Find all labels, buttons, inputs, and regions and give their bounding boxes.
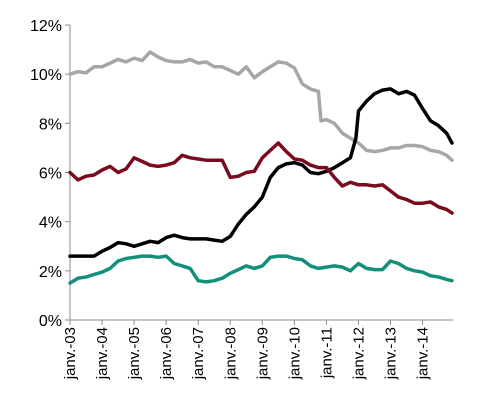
- x-tick-label: janv.-05: [126, 327, 143, 380]
- y-tick-label: 8%: [39, 116, 62, 133]
- series-layer: [68, 50, 454, 285]
- y-tick-label: 6%: [39, 166, 62, 183]
- y-tick-label: 4%: [39, 215, 62, 232]
- y-tick-label: 0%: [39, 313, 62, 330]
- x-tick-label: janv.-14: [415, 327, 432, 380]
- series-line-3: [68, 141, 454, 215]
- series-line-1: [68, 50, 454, 162]
- x-tick-label: janv.-07: [190, 327, 207, 380]
- x-tick-label: janv.-10: [286, 327, 303, 380]
- x-tick-label: janv.-12: [350, 327, 367, 380]
- y-tick-label: 12%: [30, 18, 62, 35]
- x-tick-label: janv.-11: [318, 327, 335, 379]
- series-line-4: [68, 254, 454, 285]
- series-line-2: [68, 87, 454, 258]
- y-axis: 0% 2% 4% 6% 8% 10% 12%: [30, 18, 71, 330]
- x-tick-label: janv.-04: [94, 327, 111, 380]
- y-tick-label: 10%: [30, 67, 62, 84]
- x-tick-label: janv.-08: [222, 327, 239, 380]
- x-axis: janv.-03 janv.-04 janv.-05 janv.-06 janv.-07…: [62, 319, 453, 380]
- x-tick-label: janv.-09: [254, 327, 271, 380]
- y-tick-label: 2%: [39, 264, 62, 281]
- x-tick-label: janv.-06: [158, 327, 175, 380]
- x-tick-label: janv.-03: [62, 327, 79, 380]
- x-tick-label: janv.-13: [383, 327, 400, 380]
